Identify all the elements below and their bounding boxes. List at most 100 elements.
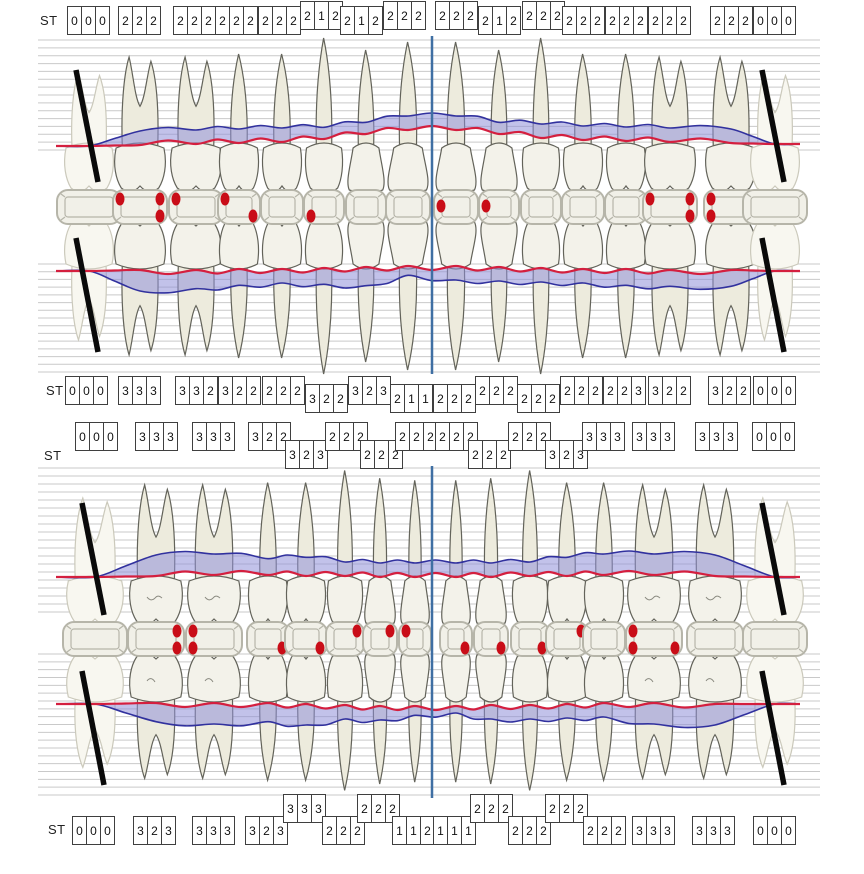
probing-depth-cell[interactable]: 0 — [67, 6, 82, 35]
probing-depth-cell[interactable]: 2 — [449, 1, 464, 30]
probing-depth-cell[interactable]: 2 — [633, 6, 648, 35]
probing-depth-cell[interactable]: 2 — [676, 376, 691, 405]
probing-depth-cell[interactable]: 3 — [660, 816, 675, 845]
probing-depth-cell[interactable]: 2 — [409, 422, 424, 451]
probing-depth-cell[interactable]: 1 — [314, 1, 329, 30]
probing-depth-cell[interactable]: 2 — [536, 816, 551, 845]
probing-depth-cell[interactable]: 2 — [371, 794, 386, 823]
probing-depth-cell[interactable]: 2 — [357, 794, 372, 823]
probing-depth-cell[interactable]: 2 — [496, 440, 511, 469]
probing-depth-cell[interactable]: 2 — [325, 422, 340, 451]
probing-depth-cell[interactable]: 0 — [767, 816, 782, 845]
probing-depth-cell[interactable]: 0 — [766, 422, 781, 451]
probing-depth-cell[interactable]: 2 — [560, 376, 575, 405]
probing-depth-cell[interactable]: 2 — [395, 422, 410, 451]
probing-depth-cell[interactable]: 2 — [187, 6, 202, 35]
probing-depth-cell[interactable]: 3 — [646, 816, 661, 845]
probing-depth-cell[interactable]: 3 — [220, 816, 235, 845]
probing-depth-cell[interactable]: 2 — [433, 384, 448, 413]
probing-depth-cell[interactable]: 3 — [285, 440, 300, 469]
probing-depth-cell[interactable]: 3 — [376, 376, 391, 405]
probing-depth-cell[interactable]: 3 — [695, 422, 710, 451]
probing-depth-cell[interactable]: 3 — [709, 422, 724, 451]
probing-depth-cell[interactable]: 3 — [610, 422, 625, 451]
probing-depth-cell[interactable]: 2 — [300, 1, 315, 30]
probing-depth-cell[interactable]: 3 — [313, 440, 328, 469]
probing-depth-cell[interactable]: 2 — [662, 376, 677, 405]
probing-depth-cell[interactable]: 2 — [508, 816, 523, 845]
probing-depth-cell[interactable]: 2 — [203, 376, 218, 405]
probing-depth-cell[interactable]: 2 — [447, 384, 462, 413]
probing-depth-cell[interactable]: 2 — [259, 816, 274, 845]
probing-depth-cell[interactable]: 3 — [723, 422, 738, 451]
probing-depth-cell[interactable]: 2 — [262, 422, 277, 451]
probing-depth-cell[interactable]: 2 — [299, 440, 314, 469]
probing-depth-cell[interactable]: 2 — [588, 376, 603, 405]
probing-depth-cell[interactable]: 2 — [319, 384, 334, 413]
probing-depth-cell[interactable]: 2 — [475, 376, 490, 405]
probing-depth-cell[interactable]: 2 — [243, 6, 258, 35]
probing-depth-cell[interactable]: 3 — [206, 816, 221, 845]
probing-depth-cell[interactable]: 2 — [362, 376, 377, 405]
probing-depth-cell[interactable]: 2 — [322, 816, 337, 845]
probing-depth-cell[interactable]: 2 — [339, 422, 354, 451]
probing-depth-cell[interactable]: 1 — [433, 816, 448, 845]
probing-depth-cell[interactable]: 2 — [173, 6, 188, 35]
probing-depth-cell[interactable]: 2 — [573, 794, 588, 823]
probing-depth-cell[interactable]: 2 — [574, 376, 589, 405]
probing-depth-cell[interactable]: 1 — [492, 6, 507, 35]
probing-depth-cell[interactable]: 2 — [536, 1, 551, 30]
probing-depth-cell[interactable]: 3 — [631, 376, 646, 405]
probing-depth-cell[interactable]: 2 — [676, 6, 691, 35]
probing-depth-cell[interactable]: 3 — [632, 816, 647, 845]
probing-depth-cell[interactable]: 2 — [603, 376, 618, 405]
probing-depth-cell[interactable]: 2 — [146, 6, 161, 35]
probing-depth-cell[interactable]: 0 — [753, 816, 768, 845]
probing-depth-cell[interactable]: 2 — [397, 1, 412, 30]
probing-depth-cell[interactable]: 2 — [272, 6, 287, 35]
probing-depth-cell[interactable]: 1 — [406, 816, 421, 845]
probing-depth-cell[interactable]: 0 — [75, 422, 90, 451]
probing-depth-cell[interactable]: 0 — [89, 422, 104, 451]
probing-depth-cell[interactable]: 3 — [708, 376, 723, 405]
probing-depth-cell[interactable]: 3 — [648, 376, 663, 405]
probing-depth-cell[interactable]: 0 — [767, 376, 782, 405]
probing-depth-cell[interactable]: 0 — [100, 816, 115, 845]
probing-depth-cell[interactable]: 2 — [583, 816, 598, 845]
probing-depth-cell[interactable]: 3 — [248, 422, 263, 451]
probing-depth-cell[interactable]: 1 — [461, 816, 476, 845]
probing-depth-cell[interactable]: 3 — [582, 422, 597, 451]
probing-depth-cell[interactable]: 0 — [781, 376, 796, 405]
probing-depth-cell[interactable]: 0 — [781, 816, 796, 845]
probing-depth-cell[interactable]: 1 — [354, 6, 369, 35]
probing-depth-cell[interactable]: 3 — [245, 816, 260, 845]
probing-depth-cell[interactable]: 3 — [283, 794, 298, 823]
probing-depth-cell[interactable]: 3 — [632, 422, 647, 451]
probing-depth-cell[interactable]: 2 — [390, 384, 405, 413]
probing-depth-cell[interactable]: 0 — [79, 376, 94, 405]
probing-depth-cell[interactable]: 3 — [192, 422, 207, 451]
probing-depth-cell[interactable]: 3 — [218, 376, 233, 405]
probing-depth-cell[interactable]: 0 — [72, 816, 87, 845]
probing-depth-cell[interactable]: 0 — [95, 6, 110, 35]
probing-depth-cell[interactable]: 3 — [305, 384, 320, 413]
probing-depth-cell[interactable]: 3 — [132, 376, 147, 405]
probing-depth-cell[interactable]: 3 — [297, 794, 312, 823]
probing-depth-cell[interactable]: 2 — [290, 376, 305, 405]
probing-depth-cell[interactable]: 2 — [468, 440, 483, 469]
probing-depth-cell[interactable]: 3 — [189, 376, 204, 405]
probing-depth-cell[interactable]: 2 — [545, 384, 560, 413]
probing-depth-cell[interactable]: 3 — [545, 440, 560, 469]
probing-depth-cell[interactable]: 3 — [206, 422, 221, 451]
probing-depth-cell[interactable]: 3 — [596, 422, 611, 451]
probing-depth-cell[interactable]: 2 — [286, 6, 301, 35]
probing-depth-cell[interactable]: 2 — [710, 6, 725, 35]
probing-depth-cell[interactable]: 0 — [752, 422, 767, 451]
probing-depth-cell[interactable]: 2 — [258, 6, 273, 35]
probing-depth-cell[interactable]: 2 — [489, 376, 504, 405]
probing-depth-cell[interactable]: 2 — [605, 6, 620, 35]
probing-depth-cell[interactable]: 0 — [753, 6, 768, 35]
probing-depth-cell[interactable]: 0 — [753, 376, 768, 405]
probing-depth-cell[interactable]: 2 — [276, 376, 291, 405]
probing-depth-cell[interactable]: 3 — [720, 816, 735, 845]
